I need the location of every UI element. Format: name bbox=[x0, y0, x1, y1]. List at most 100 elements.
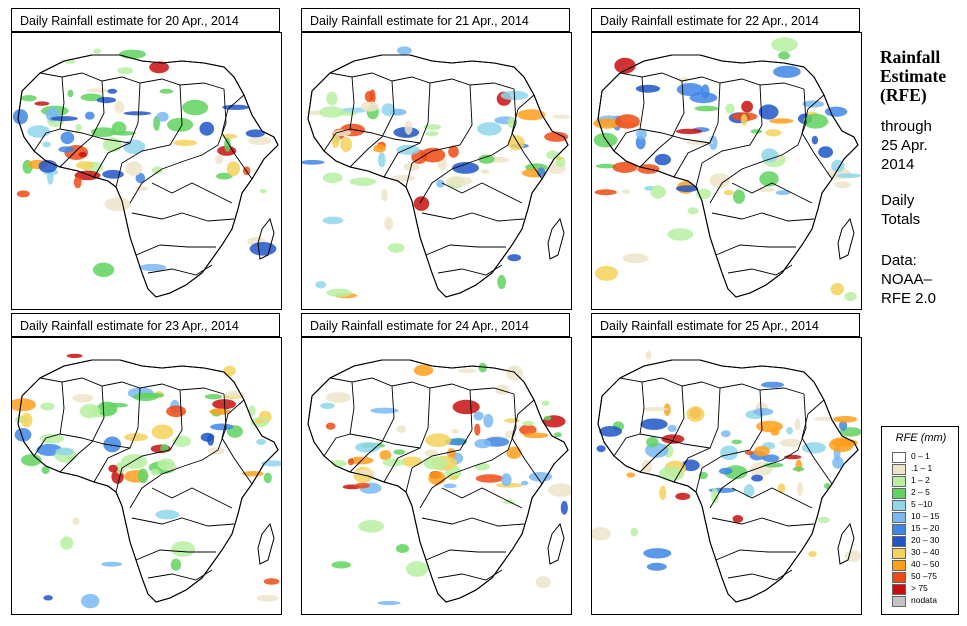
rain-cell bbox=[731, 439, 743, 445]
country-border bbox=[405, 84, 473, 188]
rain-cell bbox=[140, 392, 165, 398]
rain-cell bbox=[396, 425, 407, 433]
rain-cell bbox=[761, 381, 784, 388]
rain-cell bbox=[182, 99, 209, 116]
rain-cell bbox=[792, 466, 805, 472]
rain-cell bbox=[114, 101, 125, 114]
rain-cell bbox=[696, 188, 712, 199]
rain-cell bbox=[325, 422, 336, 430]
rain-cell bbox=[423, 456, 448, 470]
madagascar-outline bbox=[257, 217, 275, 260]
country-border bbox=[695, 389, 763, 493]
rain-cell bbox=[373, 144, 386, 153]
rain-cell bbox=[750, 129, 763, 134]
rain-cell bbox=[102, 169, 124, 179]
rain-cell bbox=[641, 407, 669, 412]
rain-cell bbox=[360, 101, 379, 112]
rain-cell bbox=[445, 176, 473, 186]
rain-cell bbox=[449, 475, 459, 480]
africa-rainfall-map bbox=[301, 32, 572, 310]
country-border bbox=[329, 72, 515, 90]
rain-cell bbox=[86, 88, 111, 93]
rain-cell bbox=[226, 161, 241, 177]
country-border bbox=[619, 377, 805, 395]
rainfall-panel-5: Daily Rainfall estimate for 25 Apr., 201… bbox=[591, 313, 862, 617]
country-border bbox=[709, 88, 807, 204]
country-border bbox=[59, 128, 131, 144]
rain-cell bbox=[758, 104, 779, 120]
legend-swatch bbox=[892, 584, 906, 595]
country-border bbox=[349, 433, 421, 449]
rain-cell bbox=[107, 88, 118, 94]
rain-cell bbox=[506, 446, 522, 459]
country-border bbox=[129, 88, 227, 204]
rain-cell bbox=[718, 467, 733, 475]
rain-cell bbox=[67, 89, 74, 98]
rain-cell bbox=[420, 147, 446, 163]
panel-title: Daily Rainfall estimate for 20 Apr., 201… bbox=[11, 8, 280, 32]
country-border bbox=[129, 393, 227, 509]
rain-cell bbox=[832, 456, 844, 469]
country-border bbox=[405, 389, 473, 493]
title-line: Rainfall bbox=[880, 47, 941, 67]
legend-label: 50 –75 bbox=[911, 571, 937, 581]
rain-cell bbox=[779, 438, 802, 447]
rain-cell bbox=[765, 129, 782, 137]
rain-cell bbox=[425, 131, 439, 137]
rain-cell bbox=[544, 131, 569, 142]
country-border bbox=[59, 433, 131, 449]
rain-cell bbox=[354, 482, 370, 489]
rain-cell bbox=[452, 399, 480, 415]
rain-cell bbox=[355, 442, 381, 453]
rain-cell bbox=[85, 111, 95, 120]
rain-cell bbox=[58, 146, 75, 153]
map-canvas bbox=[593, 37, 861, 302]
africa-outline bbox=[597, 359, 859, 603]
legend-label: 1 – 2 bbox=[911, 475, 930, 485]
legend-item: > 75 bbox=[892, 583, 956, 595]
rain-cell bbox=[496, 482, 523, 488]
rain-cell bbox=[756, 420, 783, 433]
rain-cell bbox=[661, 434, 685, 444]
rain-cell bbox=[364, 91, 374, 102]
country-border bbox=[511, 94, 543, 180]
rain-cell bbox=[818, 146, 833, 158]
rain-cell bbox=[381, 103, 395, 116]
country-border bbox=[709, 393, 807, 509]
rain-cell bbox=[425, 433, 451, 447]
rain-cell bbox=[678, 77, 690, 83]
legend-item: 1 – 2 bbox=[892, 475, 956, 487]
rain-cell bbox=[543, 415, 552, 421]
rain-cell bbox=[405, 561, 429, 577]
rain-cell bbox=[753, 408, 774, 416]
rain-cell bbox=[413, 364, 434, 376]
rain-cell bbox=[794, 418, 801, 431]
rain-cell bbox=[111, 131, 136, 136]
rain-cell bbox=[115, 462, 125, 475]
country-border bbox=[135, 549, 216, 561]
rain-cell bbox=[320, 402, 335, 409]
rain-cell bbox=[694, 105, 719, 112]
rainfall-panel-1: Daily Rainfall estimate for 21 Apr., 201… bbox=[301, 8, 572, 312]
rainfall-panel-0: Daily Rainfall estimate for 20 Apr., 201… bbox=[11, 8, 282, 312]
rain-cell bbox=[135, 186, 149, 191]
rfe-legend: RFE (mm) 0 – 1 .1 – 1 1 – 2 2 – 5 5 –10 10 – … bbox=[881, 426, 959, 615]
rain-cell bbox=[725, 103, 735, 114]
rain-cell bbox=[119, 49, 146, 59]
country-border bbox=[419, 88, 517, 204]
rain-cell bbox=[224, 137, 231, 152]
rain-cell bbox=[650, 185, 666, 199]
panel-title: Daily Rainfall estimate for 22 Apr., 201… bbox=[591, 8, 860, 32]
rain-cell bbox=[473, 411, 484, 421]
rain-cell bbox=[507, 254, 521, 262]
rain-cell bbox=[42, 141, 51, 148]
country-border bbox=[349, 385, 395, 473]
rain-cell bbox=[93, 48, 102, 54]
country-border bbox=[711, 517, 815, 527]
rain-cell bbox=[347, 458, 355, 466]
rain-cell bbox=[326, 288, 352, 297]
rain-cell bbox=[646, 562, 667, 571]
legend-item: 10 – 15 bbox=[892, 511, 956, 523]
rain-cell bbox=[451, 428, 460, 434]
rain-cell bbox=[740, 114, 748, 126]
